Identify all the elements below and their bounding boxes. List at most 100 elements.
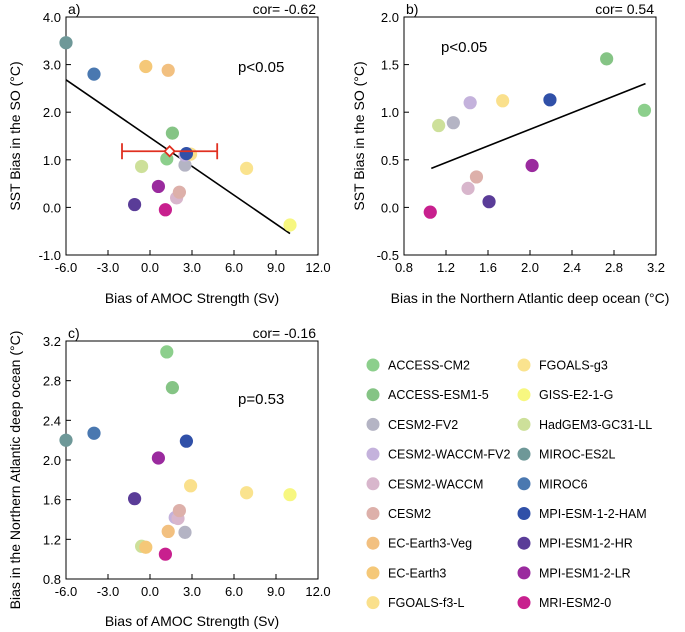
panel-c-ytick-label: 2.0 [43,453,61,468]
panel-a-regression-line [65,79,291,235]
panel-c-ytick-label: 3.2 [43,334,61,349]
panel-c-xtick-label: 0.0 [141,584,159,599]
panel-c-p-value: p=0.53 [238,391,284,408]
panel-a-point-cesm2 [172,185,186,199]
panel-a-point-giss-e2-1-g [283,218,297,232]
panel-a-xtick-label: 6.0 [225,260,243,275]
legend-swatch-ec-earth3 [366,566,380,580]
legend-label-ec-earth3-veg: EC-Earth3-Veg [388,537,472,551]
panel-b-ytick-label: 0.5 [381,153,399,168]
legend-label-cesm2-waccm-fv2: CESM2-WACCM-FV2 [388,448,511,462]
legend-label-hadgem3-gc31-ll: HadGEM3-GC31-LL [539,418,652,432]
legend-swatch-cesm2 [366,507,380,520]
panel-b-ytick-label: -0.5 [377,248,399,263]
legend-label-miroc6: MIROC6 [539,477,588,491]
panel-c-point-fgoals-f3-l [184,479,198,493]
panel-a-frame [65,16,319,256]
panel-c-xtick-label: -6.0 [55,584,77,599]
panel-a-ytick-label: -1.0 [39,248,61,263]
panel-b-xtick-label: 2.0 [521,260,539,275]
panel-c-cor-text: cor= -0.16 [253,325,317,341]
panel-a-ytick-label: 1.0 [43,153,61,168]
panel-b-point-access-esm1-5 [600,52,614,66]
panel-b-ytick-label: 0.0 [381,200,399,215]
panel-a-point-ec-earth3-veg [161,63,175,77]
panel-b-ytick-label: 1.0 [381,105,399,120]
panel-a-point-miroc6 [87,67,101,81]
panel-b-xtick-label: 3.2 [647,260,665,275]
panel-a-ytick-label: 4.0 [43,10,61,25]
panel-b-xtick-label: 2.8 [605,260,623,275]
panel-a-xtick-label: 12.0 [305,260,330,275]
panel-c-point-cesm2-fv2 [178,525,192,539]
panel-b-points [423,52,652,219]
panel-a-point-mri-esm2-0 [158,203,172,217]
model-legend: ACCESS-CM2 ACCESS-ESM1-5 CESM2-FV2 CESM2-WA… [366,358,652,610]
panel-c-point-mri-esm2-0 [158,547,172,561]
panel-a-chart: a) cor= -0.62 p<0.05 Bias of AMOC Streng… [7,1,331,306]
panel-c-point-miroc-es2l [59,433,73,447]
panel-b-regression-line [431,82,646,170]
panel-c-point-mpi-esm1-2-hr [128,492,142,506]
panel-a-point-hadgem3-gc31-ll [135,159,149,174]
panel-c-xlabel: Bias of AMOC Strength (Sv) [105,613,279,629]
panel-c-ytick-label: 0.8 [43,572,61,587]
panel-c-xtick-label: 3.0 [183,584,201,599]
panel-a-mean-marker [121,143,219,160]
legend-swatch-miroc-es2l [517,447,531,461]
panel-c-xtick-label: 9.0 [267,584,285,599]
legend-swatch-cesm2-waccm-fv2 [366,447,380,461]
panel-b-point-fgoals-f3-l [496,94,510,108]
legend-swatch-fgoals-f3-l [366,596,380,610]
panel-b-cor-text: cor= 0.54 [595,1,654,17]
legend-label-access-esm1-5: ACCESS-ESM1-5 [388,388,489,402]
panel-a-xtick-label: -3.0 [97,260,119,275]
panel-c-point-access-esm1-5 [165,381,179,395]
panel-b-point-access-cm2 [637,103,652,117]
panel-c-point-ec-earth3 [139,540,153,554]
mean-diamond-marker [163,144,176,158]
legend-swatch-mpi-esm1-2-hr [517,536,531,550]
panel-c-points [59,345,297,561]
panel-b-label: b) [406,1,418,17]
legend-swatch-cesm2-waccm [366,477,380,491]
legend-swatch-mpi-esm1-2-lr [517,566,531,580]
panel-b-xtick-label: 1.2 [437,260,455,275]
panel-a-regression [65,79,291,235]
panel-b-xlabel: Bias in the Northern Atlantic deep ocean… [391,290,670,306]
panel-b-point-cesm2 [469,170,484,184]
legend-swatch-mpi-esm-1-2-ham [517,507,531,520]
panel-c-point-ec-earth3-veg [161,524,175,539]
panel-a-xtick-label: 3.0 [183,260,201,275]
panel-c-point-access-cm2 [160,345,174,359]
panel-c-ylabel: Bias in the Northern Atlantic deep ocean… [7,331,23,610]
legend-label-ec-earth3: EC-Earth3 [388,566,446,580]
panel-b-chart: b) cor= 0.54 p<0.05 Bias in the Northern… [351,1,669,306]
legend-swatch-fgoals-g3 [517,358,531,372]
legend-swatch-access-esm1-5 [366,388,380,402]
panel-a-point-cesm2-fv2 [178,158,192,172]
panel-a-point-access-esm1-5 [165,126,179,140]
panel-c-ytick-label: 2.8 [43,374,61,389]
panel-c-ytick-label: 1.6 [43,493,61,508]
legend-swatch-hadgem3-gc31-ll [517,417,531,431]
panel-b-point-cesm2-waccm [461,181,475,195]
panel-b-ylabel: SST Bias in the SO (°C) [351,61,367,210]
legend-swatch-cesm2-fv2 [366,417,380,431]
legend-swatch-access-cm2 [366,358,380,372]
panel-a-ticks: -6.0 -3.0 0.0 3.0 6.0 9.0 12.0 -1.0 0.0 1.0 2.0 3.0… [39,10,331,275]
panel-b-xtick-label: 2.4 [563,260,581,275]
legend-label-mpi-esm1-2-hr: MPI-ESM1-2-HR [539,537,633,551]
panel-b-point-mpi-esm1-2-hr [482,195,496,209]
legend-swatch-miroc6 [517,477,531,491]
panel-c-label: c) [68,325,80,341]
panel-b-point-mpi-esm-1-2-ham [543,93,557,107]
panel-a-label: a) [68,1,80,17]
panel-b-xtick-label: 1.6 [479,260,497,275]
panel-a-xtick-label: 9.0 [267,260,285,275]
legend-swatch-giss-e2-1-g [517,388,531,402]
panel-a-xtick-label: -6.0 [55,260,77,275]
legend-label-miroc-es2l: MIROC-ES2L [539,448,615,462]
panel-b-point-mri-esm2-0 [423,205,437,219]
